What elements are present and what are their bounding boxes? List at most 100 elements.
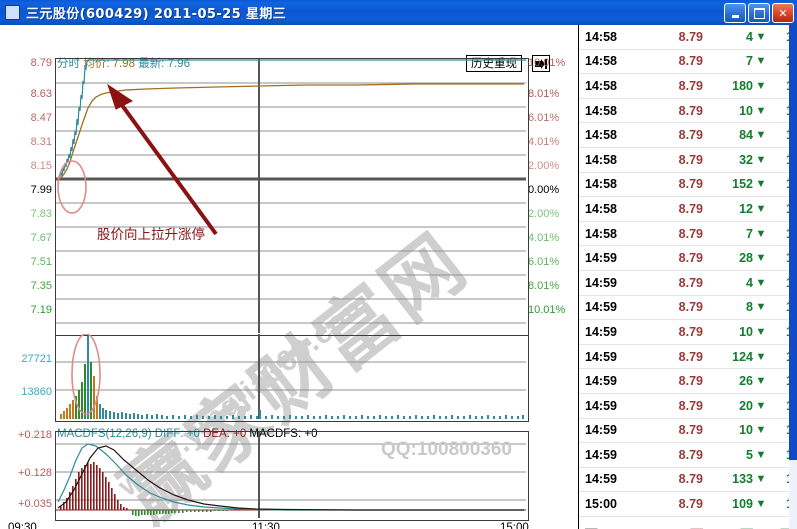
tick-price: 8.79 (678, 275, 703, 290)
table-row[interactable]: 14:598.798▼1 (579, 296, 797, 321)
macd-plot[interactable] (55, 431, 529, 521)
tick-volume: 84 (739, 128, 753, 143)
price-tick: 8.31 (30, 136, 52, 148)
percent-tick: 4.01% (528, 136, 560, 148)
table-row[interactable]: 14:598.795▼1 (579, 443, 797, 468)
arrow-down-icon: ▼ (755, 178, 767, 191)
tick-price: 8.79 (678, 324, 703, 339)
minimize-button[interactable] (724, 3, 746, 23)
tick-volume: 133 (732, 472, 753, 487)
tick-time: 14:58 (585, 226, 617, 241)
tick-volume: 10 (739, 423, 753, 438)
price-tick: 7.83 (30, 208, 52, 220)
window-controls: ✕ (724, 3, 794, 23)
tick-price: 8.79 (678, 447, 703, 462)
time-tick: 11:30 (252, 522, 280, 529)
tick-time: 14:59 (585, 300, 617, 315)
chart-mode-label: 分时 (57, 58, 80, 70)
tick-price: 8.79 (678, 472, 703, 487)
table-row[interactable]: 14:588.794▼1 (579, 25, 797, 50)
volume-gridlines (56, 361, 526, 391)
macd-tick: +0.035 (18, 498, 52, 510)
tick-time: 15:00 (585, 497, 617, 512)
tick-volume: 5 (746, 447, 753, 462)
arrow-down-icon: ▼ (755, 153, 767, 166)
time-tick: 09:30 (8, 522, 37, 529)
tick-price: 8.79 (678, 152, 703, 167)
table-row[interactable]: — — — — (579, 517, 797, 529)
percent-tick-reference: 0.00% (528, 184, 560, 196)
arrow-down-icon: ▼ (755, 227, 767, 240)
percent-tick: 10.01% (528, 57, 566, 69)
tick-volume: 152 (732, 177, 753, 192)
arrow-down-icon: ▼ (755, 448, 767, 461)
table-row[interactable]: 14:588.797▼1 (579, 50, 797, 75)
tick-price: 8.79 (678, 374, 703, 389)
table-row[interactable]: 14:588.797▼1 (579, 222, 797, 247)
qq-watermark: QQ:100800360 (381, 439, 512, 460)
tick-price: 8.79 (678, 177, 703, 192)
price-plot[interactable] (55, 58, 529, 336)
price-plot-svg (56, 59, 526, 333)
tick-price: 8.79 (678, 29, 703, 44)
price-tick: 8.63 (30, 88, 52, 100)
arrow-down-icon: ▼ (755, 399, 767, 412)
tick-time: 14:59 (585, 324, 617, 339)
maximize-icon (753, 7, 765, 19)
maximize-button[interactable] (748, 3, 770, 23)
step-forward-glyph (535, 58, 547, 69)
arrow-down-icon: ▼ (755, 350, 767, 363)
tick-price: 8.79 (678, 201, 703, 216)
table-row[interactable]: 14:598.794▼1 (579, 271, 797, 296)
tick-price: 8.79 (678, 251, 703, 266)
tick-time: 14:59 (585, 423, 617, 438)
arrow-down-icon: ▼ (755, 252, 767, 265)
tick-time: 14:58 (585, 152, 617, 167)
tick-price: — (690, 521, 704, 529)
chart-pane[interactable]: 赢家财富网 www.yingjia360.com 分时 均价: 7.98 最新:… (0, 25, 578, 529)
arrow-down-icon: ▼ (755, 301, 767, 314)
price-tick-reference: 7.99 (30, 184, 52, 196)
arrow-down-icon: ▼ (755, 375, 767, 388)
tick-time: 14:58 (585, 54, 617, 69)
step-forward-icon[interactable] (532, 55, 550, 72)
window-title: 三元股份(600429) 2011-05-25 星期三 (26, 7, 287, 22)
tick-volume: 109 (732, 497, 753, 512)
tick-price: 8.79 (678, 423, 703, 438)
tick-volume: 124 (732, 349, 753, 364)
volume-tick: 27721 (21, 353, 52, 365)
price-tick: 7.67 (30, 232, 52, 244)
tick-scrollbar-thumb[interactable] (789, 25, 797, 460)
tick-time: 14:59 (585, 275, 617, 290)
tick-price: 8.79 (678, 398, 703, 413)
price-tick: 7.51 (30, 256, 52, 268)
tick-volume: 32 (739, 152, 753, 167)
tick-table-pane[interactable]: 14:588.794▼114:588.797▼114:588.79180▼114… (578, 25, 797, 529)
price-tick: 7.19 (30, 304, 52, 316)
tick-time: 14:59 (585, 251, 617, 266)
close-button[interactable]: ✕ (772, 3, 794, 23)
price-tick: 8.15 (30, 160, 52, 172)
volume-plot[interactable] (55, 334, 529, 422)
tick-price: 8.79 (678, 497, 703, 512)
tick-volume: 7 (746, 226, 753, 241)
annotation-text: 股价向上拉升涨停 (97, 227, 205, 243)
macd-tick: +0.218 (18, 429, 52, 441)
annotation-arrow (107, 83, 218, 236)
volume-tick: 13860 (21, 386, 52, 398)
percent-tick: 8.01% (528, 280, 560, 292)
